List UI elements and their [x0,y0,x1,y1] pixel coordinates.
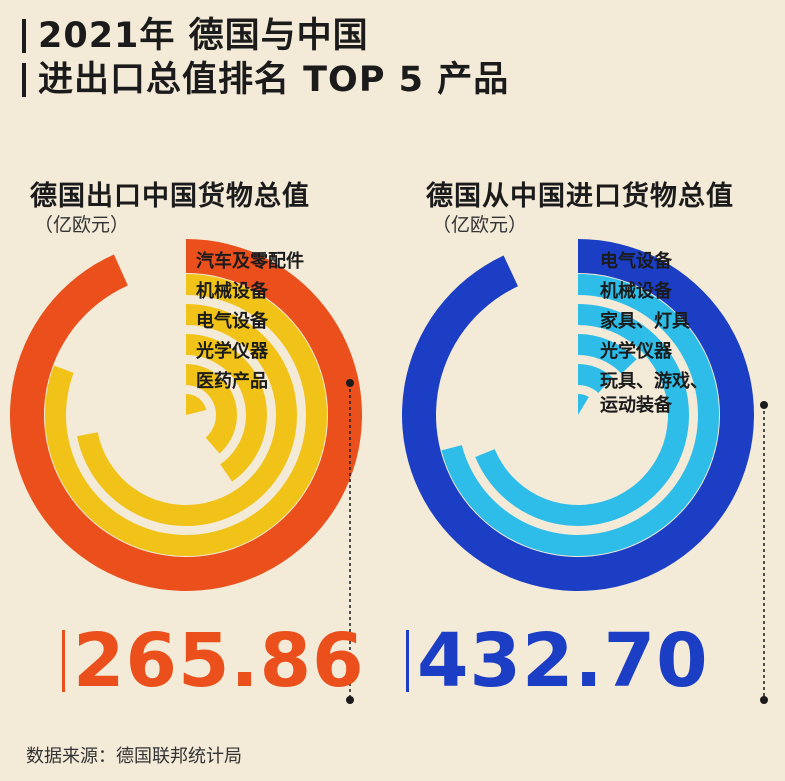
export-total-accent-bar [62,630,65,692]
leader-dot [760,696,768,704]
title-text-1: 2021年 德国与中国 [38,16,369,56]
title-accent-bar [22,63,26,97]
export-total-value: 265.86 [62,618,365,704]
category-label: 光学仪器 [195,340,269,362]
category-ring [186,394,207,415]
title-line-1: 2021年 德国与中国 [22,14,509,58]
category-label: 汽车及零配件 [196,250,304,272]
leader-dot [346,696,354,704]
page-title: 2021年 德国与中国 进出口总值排名 TOP 5 产品 [22,14,509,102]
category-label: 机械设备 [600,280,673,302]
category-ring [186,334,267,482]
import-total-value: 432.70 [406,618,709,704]
category-label: 电气设备 [600,250,673,272]
export-chart-title: 德国出口中国货物总值 [30,181,310,212]
import-total-accent-bar [406,630,409,692]
category-label: 医药产品 [196,370,268,392]
title-text-2: 进出口总值排名 TOP 5 产品 [38,60,510,100]
data-source: 数据来源：德国联邦统计局 [26,746,242,767]
category-label: 电气设备 [196,310,269,332]
category-label: 玩具、游戏、 [600,370,708,392]
category-label: 光学仪器 [599,340,673,362]
category-ring [578,334,637,374]
title-line-2: 进出口总值排名 TOP 5 产品 [22,58,509,102]
category-label: 运动装备 [600,394,673,416]
export-total-number: 265.86 [73,618,365,704]
category-ring [578,394,589,415]
import-chart-title: 德国从中国进口货物总值 [426,181,734,212]
export-chart-unit: （亿欧元） [34,214,130,236]
import-total-number: 432.70 [417,618,709,704]
import-chart-unit: （亿欧元） [432,214,528,236]
category-ring [186,364,238,454]
category-ring [578,364,613,393]
import-panel: 德国从中国进口货物总值 （亿欧元） 电气设备机械设备家具、灯具光学仪器玩具、游戏… [392,170,784,710]
export-panel: 德国出口中国货物总值 （亿欧元） 汽车及零配件 机械设备 电气设备 光学仪器 医药产品 … [0,170,392,710]
title-accent-bar [22,19,26,53]
category-label: 家具、灯具 [600,310,690,332]
category-label: 机械设备 [196,280,269,302]
